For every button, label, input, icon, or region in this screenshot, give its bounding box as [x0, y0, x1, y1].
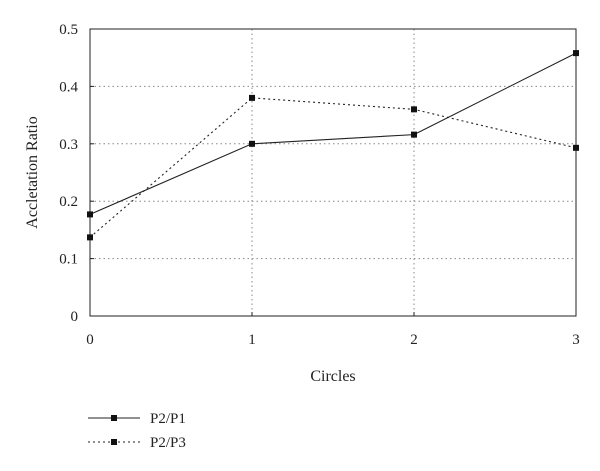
series-p2-p1 [87, 50, 579, 218]
x-tick-label: 2 [410, 332, 418, 348]
y-tick-label: 0.3 [59, 137, 78, 153]
data-point-marker [87, 211, 93, 218]
x-tick-label: 3 [572, 332, 580, 348]
y-tick-label: 0.5 [59, 22, 78, 38]
x-axis-title: Circles [310, 368, 355, 385]
x-axis-ticks: 0 1 2 3 [86, 312, 580, 348]
y-tick-label: 0.1 [59, 252, 78, 268]
legend-item: P2/P1 [88, 411, 186, 427]
legend-label: P2/P3 [150, 435, 186, 451]
data-point-marker [411, 131, 417, 138]
legend-marker [111, 439, 117, 445]
x-tick-label: 1 [248, 332, 256, 348]
grid-lines [90, 29, 576, 316]
legend: P2/P1 P2/P3 [88, 411, 186, 451]
data-point-marker [249, 94, 255, 101]
y-axis-title: Accletation Ratio [24, 116, 41, 228]
series-line [89, 97, 577, 238]
data-point-marker [249, 140, 255, 147]
data-point-marker [573, 50, 579, 57]
data-point-marker [411, 106, 417, 113]
plot-frame [89, 28, 577, 317]
series-layer [87, 50, 579, 241]
legend-label: P2/P1 [150, 411, 186, 427]
series-line [89, 52, 577, 215]
legend-item: P2/P3 [88, 435, 186, 451]
y-tick-label: 0.2 [59, 194, 78, 210]
y-tick-label: 0 [71, 309, 79, 325]
x-tick-label: 0 [86, 332, 94, 348]
data-point-marker [87, 234, 93, 241]
y-tick-label: 0.4 [59, 79, 78, 95]
y-axis-ticks: 0 0.1 0.2 0.3 0.4 0.5 [59, 22, 94, 325]
series-p2-p3 [87, 94, 579, 241]
legend-marker [111, 415, 117, 421]
data-point-marker [573, 144, 579, 151]
